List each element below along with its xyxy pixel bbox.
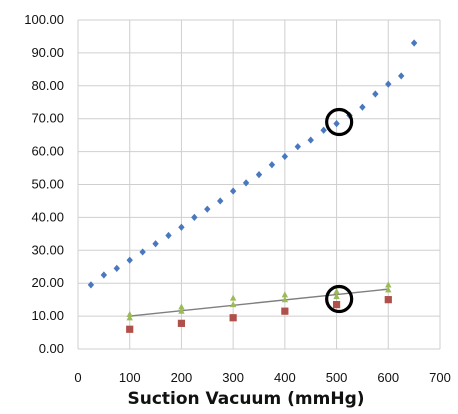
series-1-point	[139, 248, 146, 256]
series-3-point	[229, 294, 237, 301]
series-2-point	[126, 325, 134, 333]
series-2-point	[177, 319, 186, 327]
x-tick-label: 100	[119, 370, 141, 385]
series-2-point	[384, 296, 392, 304]
gridlines	[77, 19, 441, 350]
series-3-point	[385, 286, 392, 293]
series-3-point	[281, 296, 289, 303]
y-tick-label: 10.00	[31, 308, 64, 323]
x-tick-label: 500	[326, 370, 348, 385]
series-1-point	[191, 213, 198, 221]
series-1-point	[242, 179, 250, 187]
series-3-point	[333, 288, 340, 295]
x-tick-label: 700	[429, 370, 451, 385]
series-3-point	[333, 292, 340, 299]
y-tick-label: 80.00	[31, 78, 64, 93]
series-1-point	[410, 39, 418, 47]
highlight-circle	[325, 284, 354, 314]
x-tick-label: 0	[74, 370, 81, 385]
series-1-point	[204, 205, 211, 213]
series-2-point	[281, 307, 289, 315]
x-tick-label: 600	[377, 370, 399, 385]
series-1-point	[229, 187, 237, 195]
series-1-point	[152, 240, 159, 248]
series-1-point	[372, 90, 379, 98]
series-1-point	[398, 72, 405, 80]
trendline-layer	[129, 288, 389, 317]
x-tick-label: 400	[274, 370, 296, 385]
series-1-point	[268, 161, 276, 169]
series-3-point	[178, 303, 185, 310]
series-1-point	[333, 120, 340, 128]
highlight-circle	[325, 107, 354, 137]
y-tick-label: 70.00	[31, 111, 64, 126]
series-1-point	[385, 80, 392, 88]
highlight-circles	[325, 107, 354, 314]
series-1-point	[100, 271, 108, 279]
series-3-point	[281, 291, 289, 298]
trendline	[129, 288, 389, 317]
series-3-point	[385, 281, 392, 288]
y-tick-label: 100.00	[24, 12, 64, 27]
series-2-point	[332, 300, 341, 309]
x-tick-label: 300	[222, 370, 244, 385]
y-tick-label: 40.00	[31, 209, 64, 224]
series-1-point	[320, 126, 327, 134]
x-tick-label: 200	[171, 370, 193, 385]
y-tick-label: 50.00	[31, 177, 64, 192]
series-1-point	[87, 281, 95, 289]
series-3-point	[126, 311, 133, 318]
x-axis-tick-labels: 0 100 200 300 400 500 600 700	[74, 370, 450, 385]
series-3-point	[178, 307, 185, 314]
data-points	[87, 39, 418, 333]
series-3-point	[126, 314, 133, 321]
series-1-point	[281, 152, 289, 161]
series-1-point	[217, 197, 224, 205]
y-tick-label: 0.00	[39, 341, 64, 356]
y-tick-label: 60.00	[31, 144, 64, 159]
series-1-point	[165, 231, 172, 240]
y-tick-label: 20.00	[31, 275, 64, 290]
series-3-point	[229, 301, 237, 308]
y-tick-label: 30.00	[31, 242, 64, 257]
y-axis-tick-labels: 0.00 10.00 20.00 30.00 40.00 50.00 60.00 70.00 8…	[24, 12, 64, 356]
x-axis-label: Suction Vacuum (mmHg)	[127, 389, 364, 409]
series-1-point	[178, 223, 185, 231]
series-1-point	[294, 143, 301, 151]
series-2-point	[229, 314, 237, 322]
y-tick-label: 90.00	[31, 45, 64, 60]
series-1-point	[255, 171, 263, 179]
series-1-point	[359, 103, 366, 111]
series-1-point	[307, 136, 314, 144]
series-1-point	[126, 256, 133, 264]
series-1-point	[113, 264, 120, 272]
